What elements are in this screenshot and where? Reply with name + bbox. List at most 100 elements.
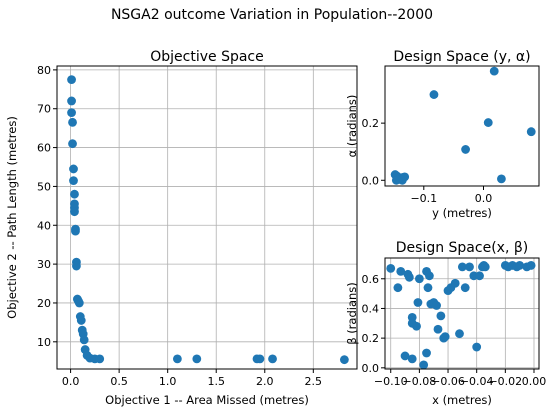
x-axis-label: y (metres): [432, 206, 492, 220]
data-point: [69, 164, 78, 174]
y-axis-label: Objective 2 -- Path Length (metres): [5, 116, 19, 319]
x-axis-label: Objective 1 -- Area Missed (metres): [105, 393, 309, 407]
data-point: [422, 348, 431, 358]
chart-design-x-beta: −0.10−0.08−0.06−0.04−0.02 0.00 0.0 0.2 0.4 0.…: [345, 240, 546, 407]
data-point: [526, 261, 536, 270]
x-tick-label: 2.0: [256, 375, 274, 388]
data-point: [440, 332, 450, 342]
data-point: [480, 262, 490, 272]
axes-frame: [384, 257, 540, 370]
x-tick-label: −0.06: [431, 375, 465, 388]
y-tick-label: 50: [37, 180, 51, 193]
data-point: [455, 329, 464, 339]
data-point: [412, 321, 421, 331]
data-point: [461, 145, 470, 154]
data-point: [70, 207, 79, 217]
chart-design-y-alpha: −0.1 0.0 0.0 0.2 Design Space (y, α) y (metre…: [345, 49, 540, 220]
y-tick-label: 0.6: [362, 273, 380, 286]
data-point: [460, 283, 470, 293]
data-point: [68, 117, 77, 127]
data-point: [407, 354, 417, 364]
data-point: [429, 90, 439, 99]
y-tick-label: 0.4: [362, 302, 380, 315]
data-point: [70, 189, 79, 199]
x-tick-label: −0.1: [410, 192, 437, 205]
data-point: [472, 342, 482, 352]
data-point: [475, 271, 484, 281]
data-point: [255, 354, 265, 364]
data-point: [433, 324, 443, 334]
data-point: [497, 174, 506, 184]
y-tick-label: 0.0: [362, 174, 380, 187]
data-point: [67, 75, 76, 84]
data-point: [397, 175, 407, 185]
x-tick-label: −0.02: [488, 375, 522, 388]
data-point: [425, 271, 434, 281]
chart-title: Design Space (y, α): [393, 49, 530, 65]
x-tick-label: 0.00: [522, 375, 547, 388]
data-point: [515, 261, 525, 270]
data-point: [71, 226, 80, 236]
data-point: [68, 139, 77, 149]
x-tick-label: 2.5: [305, 375, 323, 388]
y-tick-label: 80: [37, 64, 51, 77]
y-tick-label: 10: [37, 336, 51, 349]
x-tick-label: 0.0: [475, 192, 493, 205]
figure-suptitle: NSGA2 outcome Variation in Population--2…: [111, 7, 433, 23]
data-point: [192, 354, 202, 364]
y-axis-label: α (radians): [345, 95, 359, 158]
data-point: [268, 354, 277, 364]
axes-frame: [56, 65, 358, 370]
y-tick-label: 0.2: [362, 117, 380, 130]
data-point: [465, 262, 474, 272]
y-axis-label: β (radians): [345, 282, 359, 345]
data-point: [69, 176, 78, 186]
data-point: [386, 263, 396, 273]
data-point: [67, 108, 76, 118]
data-point: [404, 272, 414, 282]
x-tick-label: 0.5: [110, 375, 128, 388]
data-point: [423, 283, 433, 293]
data-point: [489, 66, 499, 76]
data-point: [396, 266, 406, 276]
data-point: [526, 127, 536, 137]
data-point: [172, 354, 182, 364]
charts-layer: 0.0 0.5 1.0 1.5 2.0 2.5 10 20 30 40 50 60 70 80 Object…: [5, 49, 546, 407]
data-point: [432, 301, 441, 310]
data-point: [419, 360, 429, 370]
y-tick-label: 0.2: [362, 332, 380, 345]
x-tick-label: −0.10: [374, 375, 408, 388]
data-point: [393, 283, 403, 293]
x-tick-label: 1.0: [159, 375, 177, 388]
x-tick-label: −0.04: [460, 375, 494, 388]
x-tick-label: 1.5: [207, 375, 225, 388]
chart-title: Objective Space: [150, 49, 264, 65]
data-point: [72, 261, 81, 271]
x-tick-label: 0.0: [62, 375, 80, 388]
x-tick-label: −0.08: [403, 375, 437, 388]
data-point: [414, 274, 424, 284]
chart-title: Design Space(x, β): [396, 240, 529, 256]
chart-objective: 0.0 0.5 1.0 1.5 2.0 2.5 10 20 30 40 50 60 70 80 Object…: [5, 49, 358, 407]
data-point: [413, 298, 423, 307]
y-tick-label: 20: [37, 297, 51, 310]
data-point: [400, 351, 410, 361]
data-point: [339, 355, 349, 365]
data-point: [436, 311, 446, 321]
y-tick-label: 40: [37, 219, 51, 232]
data-point: [74, 298, 84, 308]
y-tick-label: 0.0: [362, 362, 380, 375]
data-point: [483, 118, 493, 127]
data-point: [95, 354, 105, 364]
data-point: [76, 316, 86, 325]
data-point: [450, 278, 460, 288]
data-point: [67, 96, 76, 106]
y-tick-label: 30: [37, 258, 51, 271]
x-axis-label: x (metres): [432, 393, 492, 407]
axes-frame: [384, 65, 540, 187]
y-tick-label: 60: [37, 142, 51, 155]
data-point: [79, 335, 89, 345]
y-tick-label: 70: [37, 103, 51, 116]
data-point: [457, 262, 467, 272]
